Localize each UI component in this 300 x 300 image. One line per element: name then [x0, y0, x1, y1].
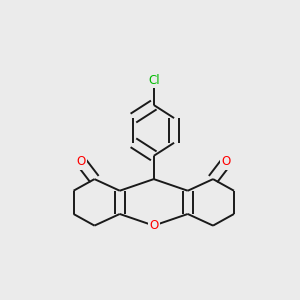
- Text: O: O: [149, 219, 158, 232]
- Text: Cl: Cl: [148, 74, 160, 87]
- Text: O: O: [76, 155, 86, 168]
- Text: O: O: [222, 155, 231, 168]
